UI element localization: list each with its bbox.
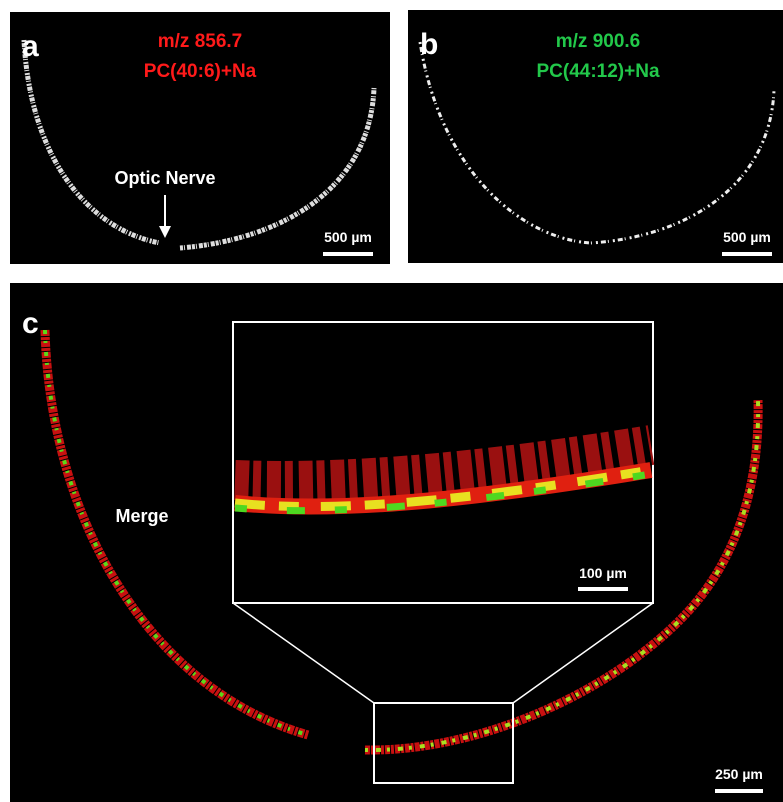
panel-b: b m/z 900.6 PC(44:12)+Na 500 µm <box>408 10 783 263</box>
panel-label: b <box>420 28 438 61</box>
lipid-label: PC(44:12)+Na <box>536 61 659 82</box>
panel-label: c <box>22 307 39 340</box>
scale-bar-label: 500 µm <box>324 229 372 245</box>
scale-bar-label: 500 µm <box>723 229 771 245</box>
annotation: Optic Nerve <box>114 168 215 188</box>
annotation: Merge <box>115 506 168 526</box>
mz-label: m/z 856.7 <box>158 31 243 52</box>
panel-c: c Merge 100 µm 250 µm <box>10 283 783 802</box>
panel-label: a <box>22 30 39 63</box>
lipid-label: PC(40:6)+Na <box>144 61 257 82</box>
mz-label: m/z 900.6 <box>556 31 641 52</box>
figure: a m/z 856.7 PC(40:6)+Na Optic Nerve 500 … <box>0 0 783 802</box>
scale-bar-label: 250 µm <box>715 766 763 782</box>
panel-a: a m/z 856.7 PC(40:6)+Na Optic Nerve 500 … <box>10 12 390 264</box>
inset-scale-bar-label: 100 µm <box>579 565 627 581</box>
